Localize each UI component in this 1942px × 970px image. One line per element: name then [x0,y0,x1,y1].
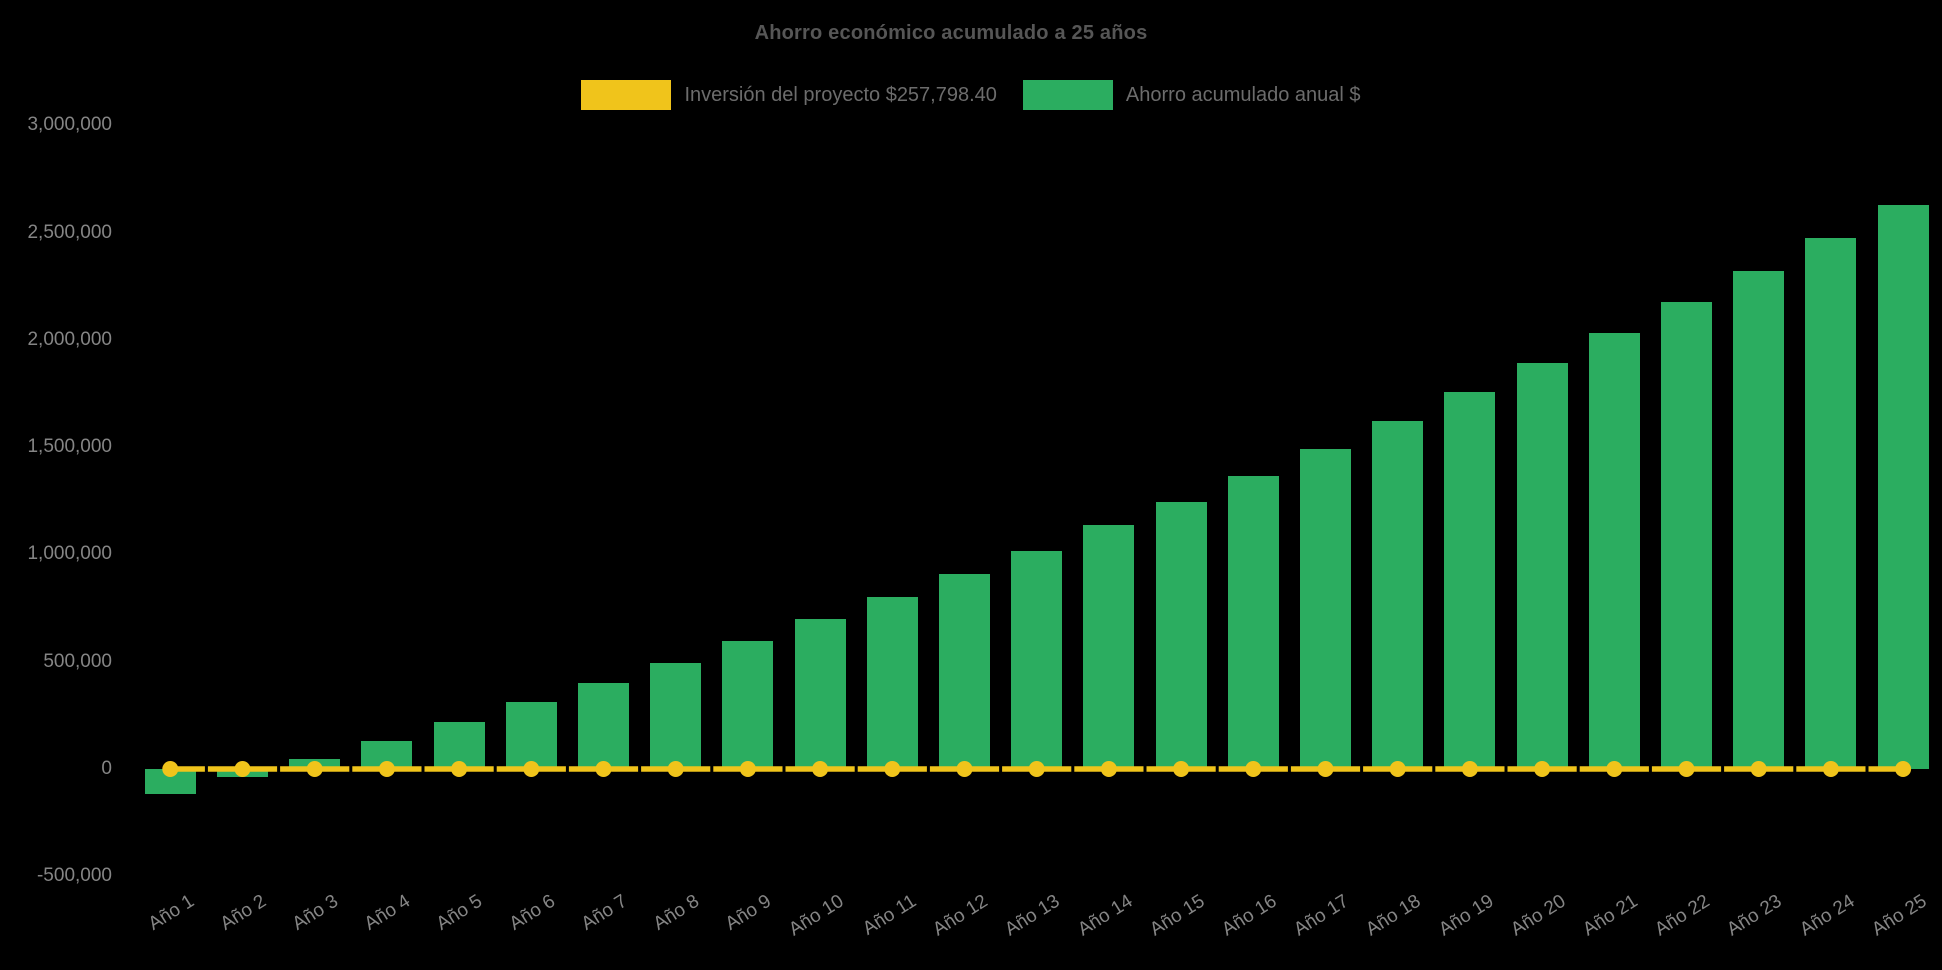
x-axis-boundary-tick [1287,763,1291,775]
x-axis-boundary-tick [1793,763,1797,775]
x-axis-boundary-tick [493,763,497,775]
chart-title: Ahorro económico acumulado a 25 años [754,22,1148,44]
x-axis-boundary-tick [1071,763,1075,775]
investment-line-point [1028,761,1045,777]
investment-line-point [667,761,684,777]
investment-line-point [1678,761,1695,777]
y-tick-label: 1,500,000 [27,436,112,458]
investment-line-point [234,761,251,777]
bar-año-12 [939,573,990,769]
savings-bar-swatch [1022,80,1113,110]
x-axis-boundary-tick [349,763,353,775]
x-axis-boundary-tick [1937,763,1941,775]
y-tick-label: 3,000,000 [27,114,112,136]
bar-año-6 [505,702,557,769]
investment-line-point [1173,761,1190,777]
x-axis-boundary-tick [1721,763,1725,775]
bar-año-23 [1733,271,1785,769]
bar-año-21 [1588,333,1640,769]
x-axis-boundary-tick [1576,763,1580,775]
legend-label-savings: Ahorro acumulado anual $ [1125,83,1361,106]
legend-item-savings: Ahorro acumulado anual $ [1022,80,1361,110]
x-axis-boundary-tick [1504,763,1508,775]
y-tick-label: 500,000 [43,650,112,672]
bar-año-19 [1444,392,1496,769]
x-axis-boundary-tick [1143,763,1147,775]
y-tick-label: 0 [101,758,112,779]
y-tick-label: -500,000 [36,865,112,887]
investment-line-point [523,761,540,777]
investment-line-point [306,761,323,777]
investment-line-swatch [581,80,672,110]
x-axis-boundary-tick [999,763,1003,775]
bar-año-9 [722,641,774,769]
legend-item-investment: Inversión del proyecto $257,798.40 [581,80,997,110]
x-axis-boundary-tick [782,763,786,775]
y-tick-label: 2,500,000 [27,221,112,243]
investment-line-point [1100,761,1117,777]
bar-año-25 [1877,204,1929,769]
investment-line-point [1317,761,1334,777]
investment-line-point [1534,761,1551,777]
investment-line-point [739,761,756,777]
legend-label-investment: Inversión del proyecto $257,798.40 [684,83,997,106]
y-tick-label: 1,000,000 [27,543,112,565]
investment-line-point [1750,761,1767,777]
bar-año-8 [650,662,702,769]
investment-line-point [1822,761,1839,777]
investment-line-point [1895,761,1912,777]
x-axis-boundary-tick [204,763,208,775]
bar-año-13 [1011,551,1063,769]
bar-año-11 [866,597,918,769]
x-axis-boundary-tick [1648,763,1652,775]
investment-line-point [1606,761,1623,777]
bar-año-24 [1805,237,1857,769]
x-axis-boundary-tick [277,763,281,775]
bar-año-20 [1516,363,1568,769]
x-axis-boundary-tick [638,763,642,775]
x-axis-boundary-tick [421,763,425,775]
x-axis-boundary-tick [565,763,569,775]
investment-line-point [884,761,901,777]
x-axis-boundary-tick [854,763,858,775]
x-axis-boundary-tick [710,763,714,775]
bar-año-18 [1372,421,1424,769]
investment-line-point [378,761,395,777]
investment-line-point [162,761,179,777]
x-axis-boundary-tick [1865,763,1869,775]
investment-line-point [812,761,829,777]
y-tick-label: 2,000,000 [27,328,112,350]
investment-line-point [1245,761,1262,777]
bar-año-14 [1083,525,1135,769]
investment-line-point [1461,761,1478,777]
investment-line-point [956,761,973,777]
bar-año-22 [1661,302,1712,769]
bar-año-7 [578,683,629,769]
x-axis-boundary-tick [1360,763,1364,775]
bar-año-16 [1227,476,1279,769]
x-axis-boundary-tick [926,763,930,775]
investment-line-point [451,761,468,777]
x-axis-boundary-tick [132,763,136,775]
legend: Inversión del proyecto $257,798.40 Ahorr… [0,80,1942,110]
bar-año-10 [794,618,846,769]
bar-año-17 [1300,449,1351,769]
x-axis-boundary-tick [1215,763,1219,775]
investment-line-point [595,761,612,777]
x-axis-boundary-tick [1432,763,1436,775]
bar-año-15 [1155,501,1207,769]
investment-line-point [1389,761,1406,777]
